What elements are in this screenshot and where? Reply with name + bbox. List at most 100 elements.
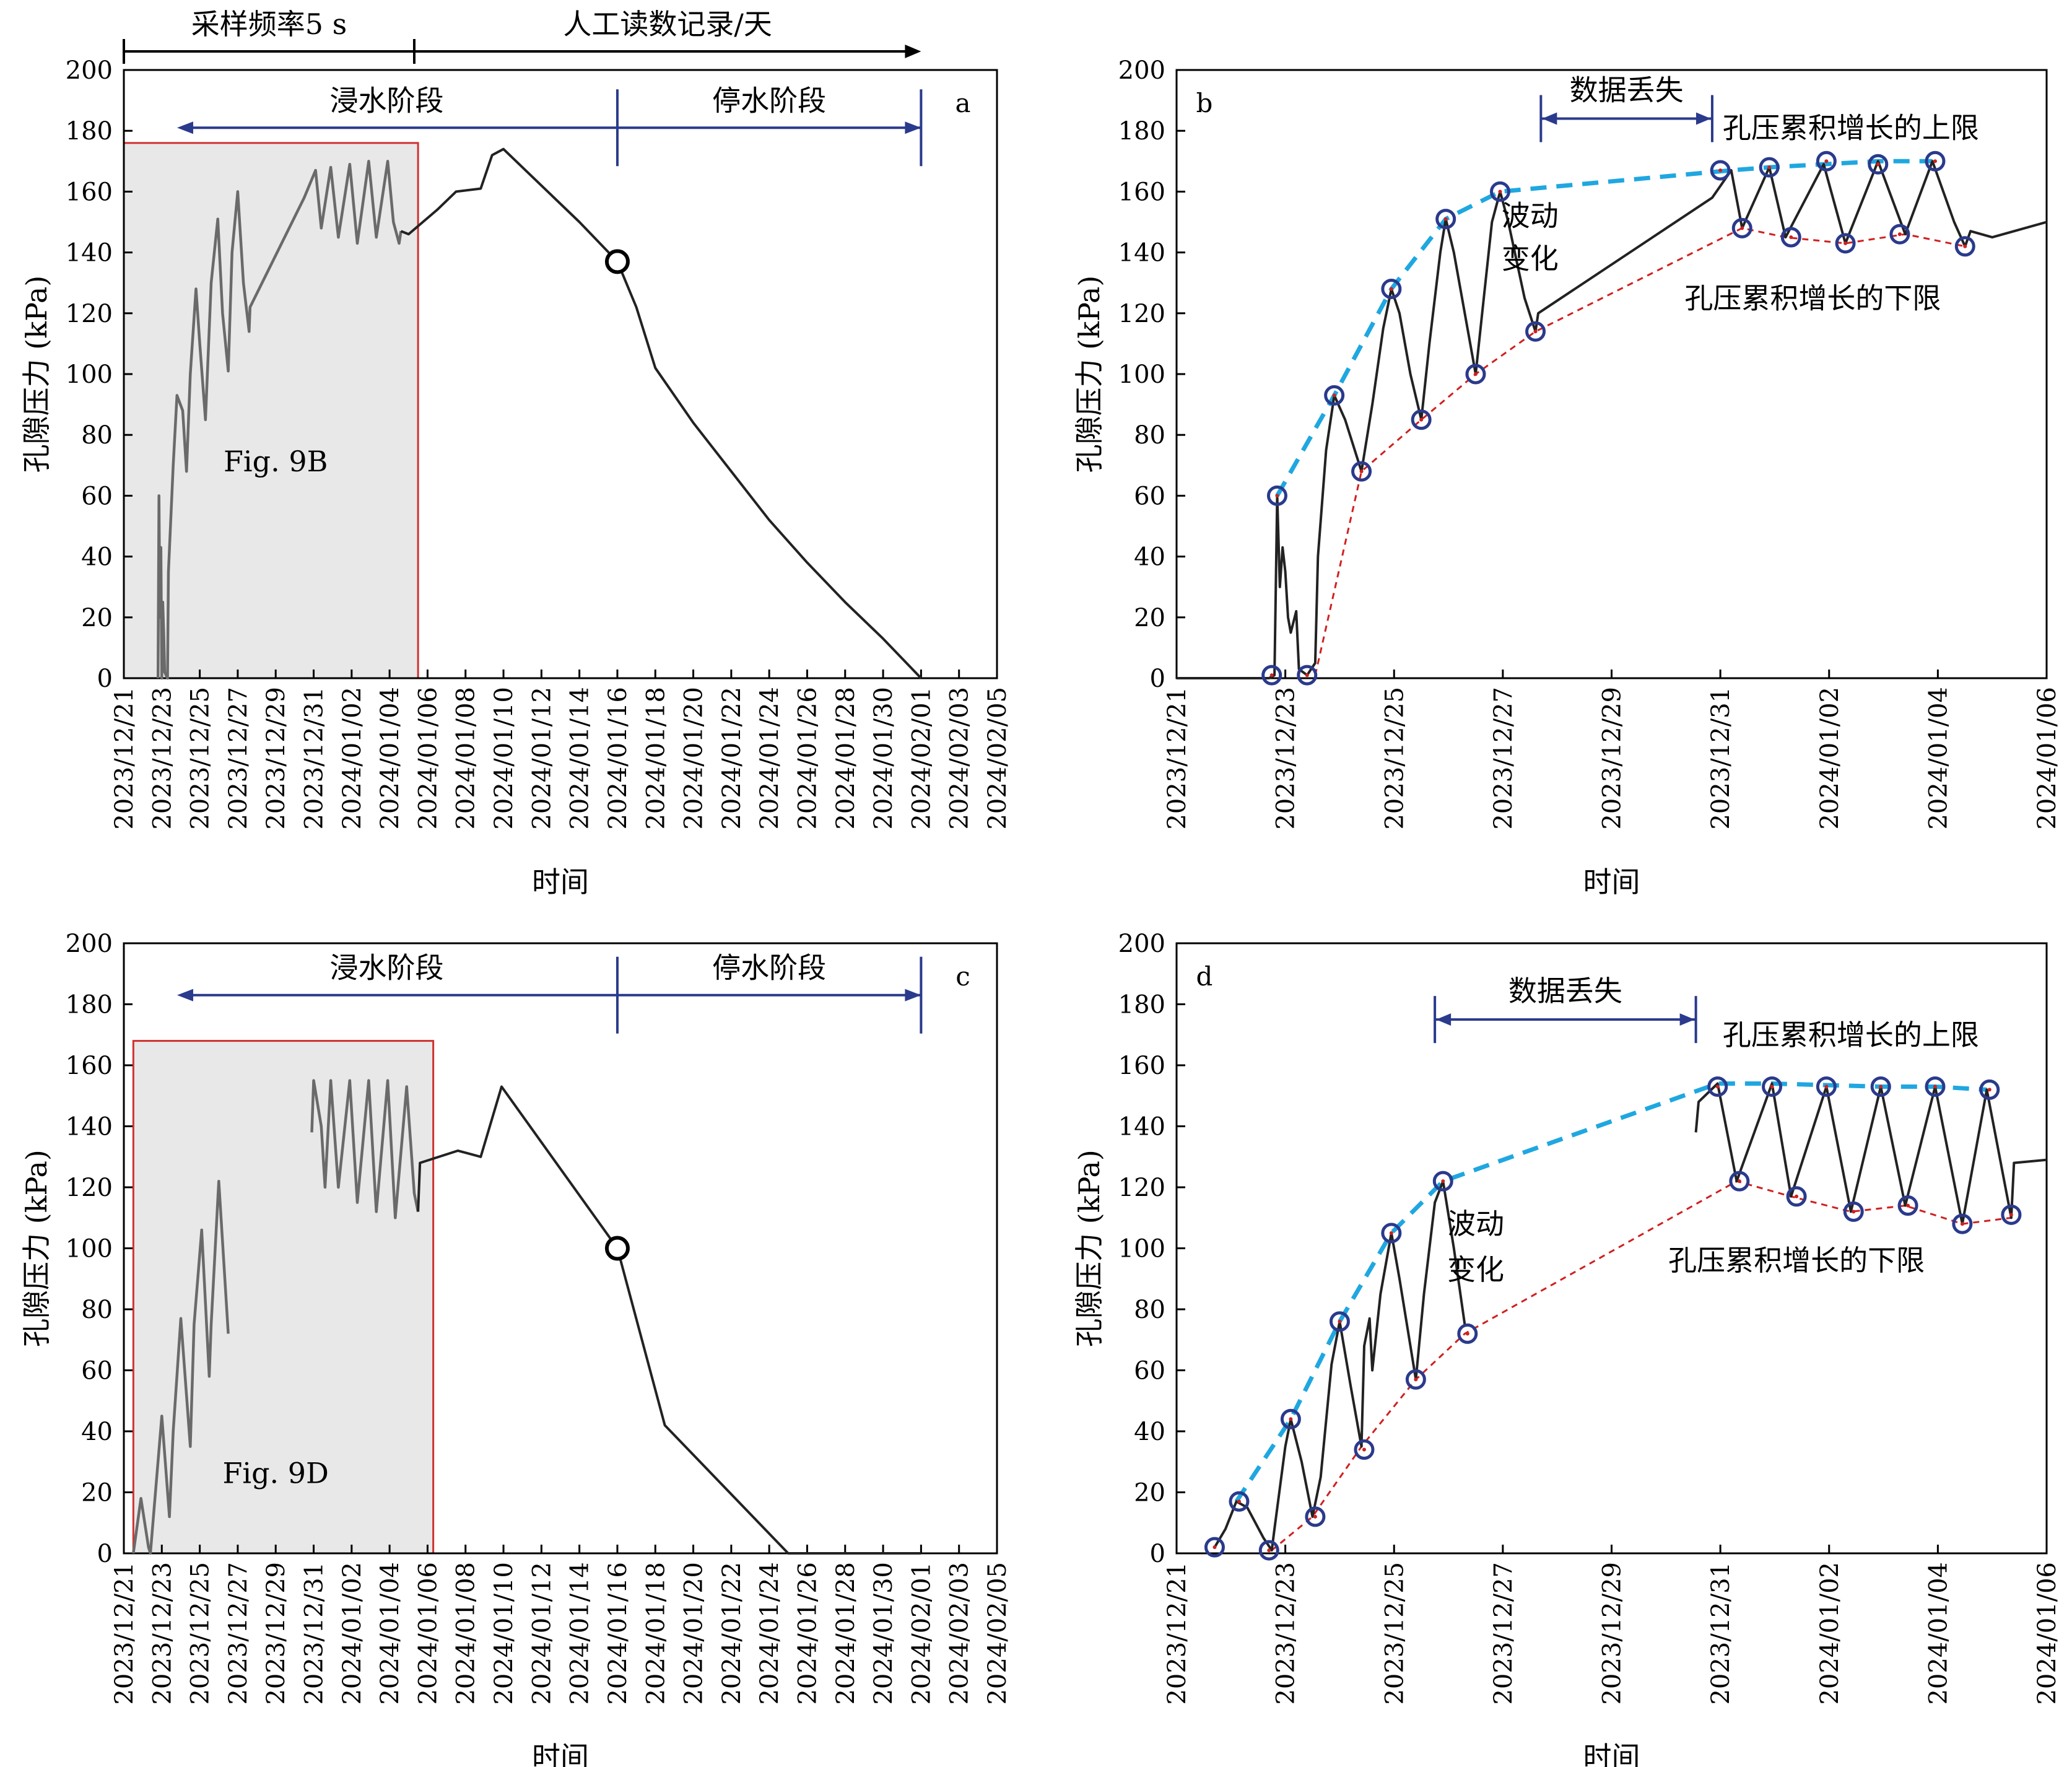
peak-trough-marker — [1354, 1439, 1375, 1460]
marker-center-dot — [1933, 1084, 1937, 1089]
x-tick-label: 2024/01/24 — [755, 687, 784, 830]
x-tick-label: 2023/12/23 — [1272, 687, 1300, 830]
x-tick-label: 2024/01/22 — [718, 1562, 746, 1705]
x-axis-label: 时间 — [532, 865, 589, 899]
sampling-bar-arrowhead — [905, 45, 921, 58]
marker-center-dot — [1289, 1417, 1293, 1421]
x-tick-label: 2024/02/05 — [983, 1562, 1012, 1705]
upper-envelope-line — [1275, 159, 1933, 497]
annotation-text: 波动 — [1447, 1207, 1504, 1241]
x-tick-label: 2023/12/31 — [1707, 687, 1735, 830]
stop-phase-label: 停水阶段 — [712, 84, 826, 117]
y-tick-label: 80 — [81, 1296, 113, 1324]
marker-center-dot — [1824, 159, 1829, 164]
peak-trough-marker — [1816, 151, 1837, 172]
x-tick-label: 2024/02/01 — [907, 687, 936, 830]
y-tick-label: 160 — [1118, 178, 1165, 206]
marker-center-dot — [1362, 1447, 1366, 1452]
x-tick-label: 2023/12/29 — [262, 687, 290, 830]
x-tick-label: 2023/12/31 — [300, 687, 329, 830]
y-tick-label: 20 — [1134, 1479, 1165, 1507]
y-tick-label: 0 — [1150, 665, 1165, 693]
y-tick-label: 140 — [66, 239, 113, 268]
x-tick-label: 2024/01/14 — [566, 687, 594, 830]
panel-letter: b — [1196, 88, 1213, 118]
x-tick-label: 2024/01/18 — [642, 1562, 670, 1705]
y-tick-label: 180 — [1118, 117, 1165, 146]
peak-trough-marker — [1897, 1195, 1918, 1216]
y-tick-label: 120 — [66, 300, 113, 328]
x-axis-label: 时间 — [1583, 1740, 1640, 1767]
marker-center-dot — [1389, 1231, 1393, 1235]
peak-trough-marker — [1954, 236, 1975, 257]
x-tick-label: 2023/12/23 — [148, 1562, 176, 1705]
peak-trough-marker — [1204, 1537, 1225, 1558]
y-tick-label: 80 — [81, 421, 113, 450]
x-tick-label: 2024/01/02 — [338, 1562, 367, 1705]
x-tick-label: 2024/02/01 — [907, 1562, 936, 1705]
pore-pressure-line-highfreq — [132, 1079, 420, 1555]
shaded-region — [123, 142, 419, 679]
marker-center-dot — [1414, 1377, 1418, 1382]
x-tick-label: 2023/12/21 — [1163, 687, 1191, 830]
x-axis-label: 时间 — [532, 1740, 589, 1767]
x-tick-label: 2024/01/04 — [1924, 687, 1952, 830]
stop-point-marker — [604, 1236, 630, 1261]
y-tick-label: 120 — [1118, 300, 1165, 328]
pore-pressure-line — [1177, 160, 2047, 679]
peak-trough-marker — [1525, 321, 1546, 342]
lower-envelope-line — [1314, 227, 1965, 676]
peak-trough-marker — [1489, 181, 1510, 202]
y-tick-label: 120 — [1118, 1174, 1165, 1202]
peak-trough-marker — [1465, 364, 1486, 385]
marker-center-dot — [1305, 673, 1309, 678]
marker-center-dot — [1963, 244, 1967, 248]
marker-center-dot — [1737, 1179, 1741, 1184]
phase-arrowhead-left — [176, 121, 193, 134]
y-tick-label: 40 — [1134, 543, 1165, 572]
x-tick-label: 2024/01/14 — [566, 1562, 594, 1705]
phase-arrowhead-right — [905, 121, 921, 134]
y-tick-label: 180 — [66, 991, 113, 1019]
peak-trough-marker — [1324, 385, 1345, 406]
sampling-5s-label: 采样频率5 s — [191, 7, 347, 41]
peak-trough-marker — [1729, 1171, 1750, 1192]
marker-center-dot — [1789, 235, 1793, 240]
y-tick-label: 0 — [97, 665, 113, 693]
y-tick-label: 20 — [81, 1479, 113, 1507]
peak-trough-marker — [1411, 409, 1432, 430]
marker-center-dot — [2009, 1213, 2013, 1217]
y-tick-label: 200 — [66, 930, 113, 958]
marker-center-dot — [1275, 494, 1279, 498]
peak-trough-marker — [1707, 1076, 1728, 1097]
pore-pressure-line — [400, 147, 922, 679]
x-tick-label: 2023/12/21 — [110, 687, 139, 830]
x-tick-label: 2024/01/20 — [680, 1562, 708, 1705]
x-axis-label: 时间 — [1583, 865, 1640, 899]
peak-trough-marker — [1266, 485, 1287, 506]
marker-center-dot — [1740, 226, 1744, 230]
x-tick-label: 2023/12/23 — [1272, 1562, 1300, 1705]
x-tick-label: 2024/01/30 — [869, 1562, 898, 1705]
peak-trough-marker — [1925, 1076, 1946, 1097]
pore-pressure-line — [1213, 1082, 2047, 1552]
upper-envelope-line — [1234, 1081, 1987, 1503]
x-tick-label: 2023/12/23 — [148, 687, 176, 830]
marker-center-dot — [1987, 1088, 1991, 1092]
peak-trough-marker — [1351, 461, 1372, 482]
panel-a: Fig. 9B 0 20 40 60 80 100 120 140 160 180 200 2023/1… — [20, 7, 1012, 899]
marker-center-dot — [1498, 190, 1502, 194]
x-tick-label: 2024/01/16 — [604, 687, 632, 830]
peak-trough-marker — [1229, 1491, 1250, 1512]
marker-center-dot — [1876, 162, 1880, 167]
y-tick-label: 60 — [81, 482, 113, 510]
y-tick-label: 20 — [81, 604, 113, 632]
peak-trough-marker — [1868, 154, 1889, 175]
y-tick-label: 40 — [81, 1418, 113, 1446]
y-tick-label: 0 — [97, 1540, 113, 1568]
x-tick-label: 2024/01/20 — [680, 687, 708, 830]
x-tick-label: 2024/01/02 — [1816, 1562, 1844, 1705]
panel-b: 0 20 40 60 80 100 120 140 160 180 200 2023/12/21 202… — [1073, 56, 2061, 899]
soak-phase-label: 浸水阶段 — [329, 951, 443, 985]
